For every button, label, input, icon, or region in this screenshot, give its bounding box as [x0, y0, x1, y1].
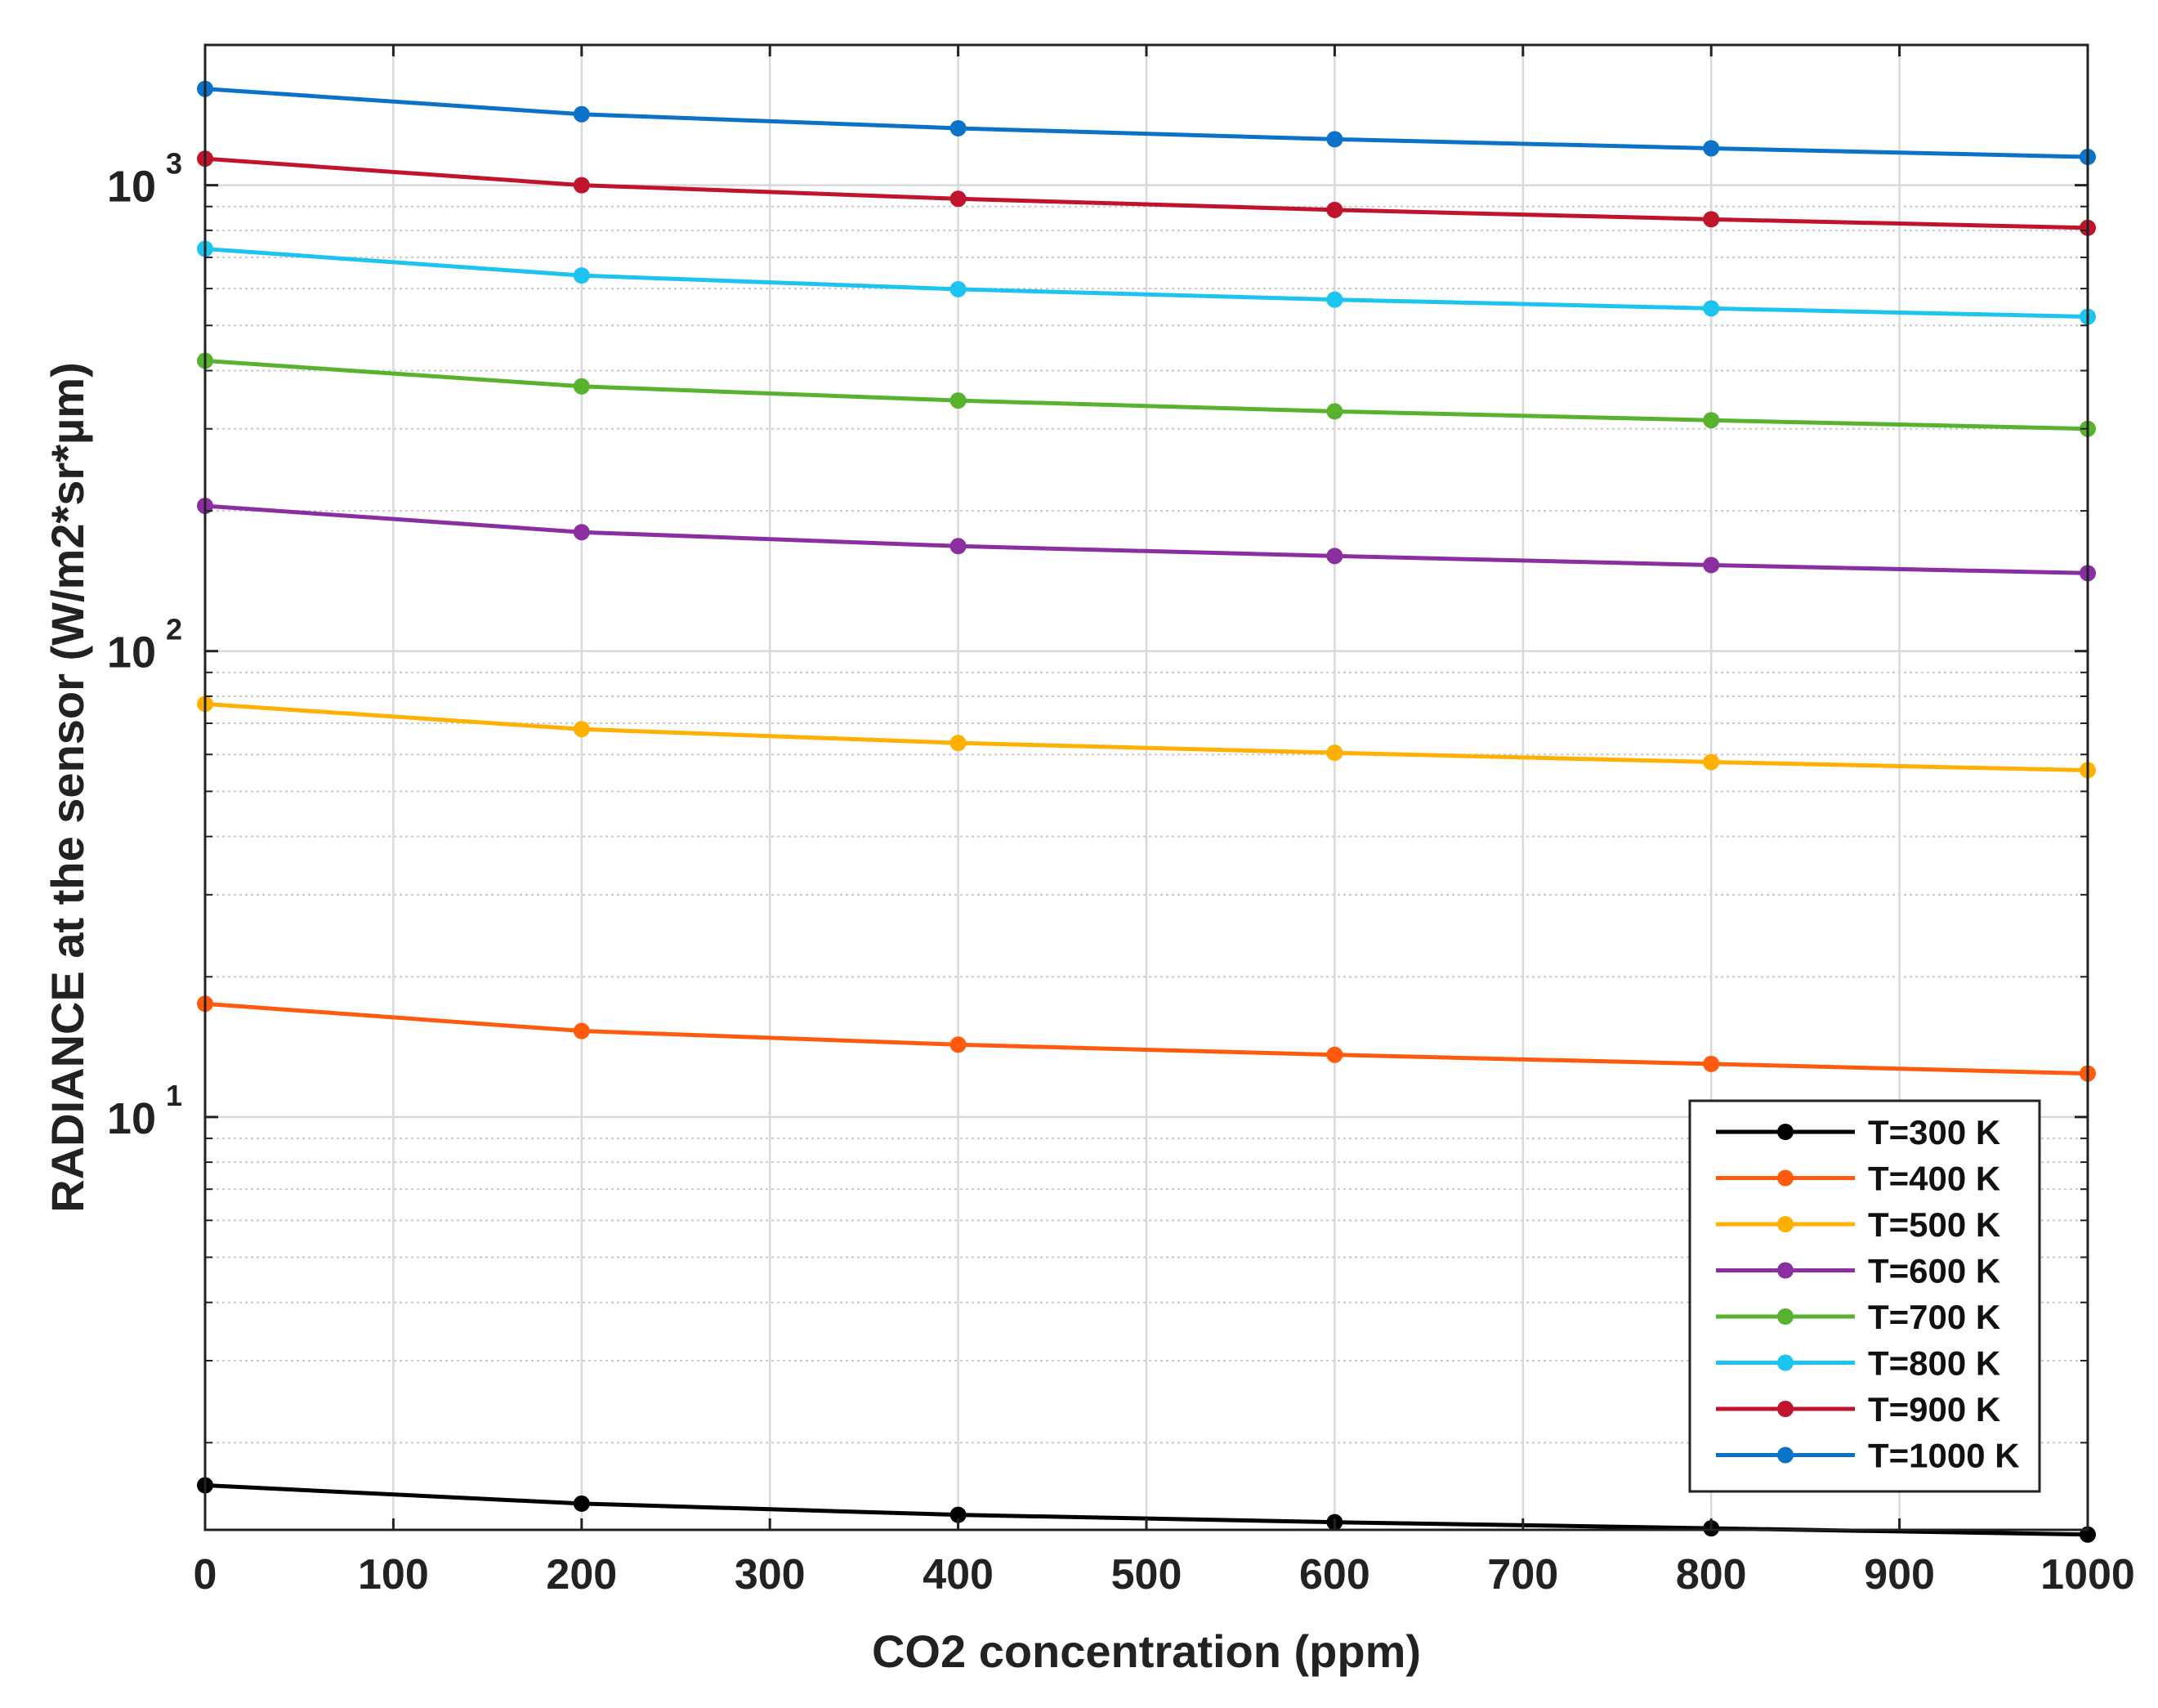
data-point — [949, 280, 967, 297]
legend-swatch-marker — [1777, 1401, 1794, 1417]
data-point — [949, 190, 967, 208]
series-line — [204, 1001, 2089, 1076]
series-t-400-k — [197, 995, 2096, 1082]
data-point — [1703, 412, 1720, 429]
legend-swatch-marker — [1777, 1446, 1794, 1464]
x-tick-label: 800 — [1676, 1551, 1747, 1598]
x-tick-label: 900 — [1864, 1551, 1935, 1598]
legend-swatch-marker — [1777, 1124, 1794, 1140]
data-point — [1703, 300, 1720, 317]
series-t-500-k — [197, 695, 2096, 779]
legend-label: T=900 K — [1868, 1390, 2000, 1429]
x-tick-label: 200 — [546, 1551, 617, 1598]
legend-label: T=1000 K — [1868, 1437, 2020, 1475]
data-point — [1703, 1055, 1720, 1072]
data-point — [949, 392, 967, 409]
data-point — [1703, 211, 1720, 228]
data-point — [573, 177, 590, 194]
y-tick-exponent: 1 — [166, 1079, 182, 1112]
data-point — [573, 721, 590, 738]
data-point — [1326, 201, 1343, 218]
x-tick-label: 400 — [923, 1551, 994, 1598]
data-point — [949, 1036, 967, 1053]
data-point — [1326, 403, 1343, 420]
x-tick-label: 600 — [1299, 1551, 1370, 1598]
x-axis-title: CO2 concentration (ppm) — [872, 1625, 1421, 1677]
data-point — [573, 1022, 590, 1040]
legend-swatch-marker — [1777, 1308, 1794, 1325]
y-tick-exponent: 2 — [166, 613, 182, 646]
y-tick-label: 10 — [107, 628, 156, 677]
series-line — [204, 358, 2089, 431]
data-point — [573, 524, 590, 541]
data-point — [573, 267, 590, 284]
x-tick-label: 500 — [1111, 1551, 1182, 1598]
data-point — [949, 1506, 967, 1523]
data-point — [1326, 548, 1343, 565]
series-line — [204, 87, 2089, 159]
x-tick-label: 0 — [194, 1551, 217, 1598]
legend-label: T=700 K — [1868, 1298, 2000, 1336]
legend-label: T=500 K — [1868, 1205, 2000, 1244]
x-tick-label: 300 — [735, 1551, 806, 1598]
legend-swatch-marker — [1777, 1216, 1794, 1232]
series-t-900-k — [197, 150, 2096, 236]
y-tick-label: 10 — [107, 1094, 156, 1143]
legend-label: T=800 K — [1868, 1344, 2000, 1383]
series-line — [204, 701, 2089, 773]
data-point — [573, 1495, 590, 1512]
data-point — [1326, 744, 1343, 762]
data-point — [949, 538, 967, 555]
data-point — [1326, 131, 1343, 148]
x-tick-label: 1000 — [2040, 1551, 2135, 1598]
legend-label: T=400 K — [1868, 1160, 2000, 1198]
legend-label: T=300 K — [1868, 1113, 2000, 1151]
series-t-800-k — [197, 240, 2096, 325]
data-point — [1326, 1046, 1343, 1063]
data-point — [1703, 557, 1720, 574]
series-line — [204, 156, 2089, 230]
legend-swatch-marker — [1777, 1262, 1794, 1279]
series-t-700-k — [197, 352, 2096, 437]
legend: T=300 K T=400 K T=500 K T=600 K T=700 K T=800… — [1688, 1099, 2041, 1493]
data-point — [949, 735, 967, 752]
data-point — [1703, 140, 1720, 157]
y-tick-label: 10 — [107, 163, 156, 212]
legend-swatch-marker — [1777, 1169, 1794, 1187]
series-t-600-k — [197, 497, 2096, 582]
x-tick-label: 700 — [1487, 1551, 1558, 1598]
data-point — [573, 105, 590, 123]
y-tick-exponent: 3 — [166, 147, 182, 181]
data-point — [573, 378, 590, 395]
data-point — [1703, 753, 1720, 771]
series-line — [204, 247, 2089, 320]
y-axis-title: RADIANCE at the sensor (W/m2*sr*µm) — [42, 362, 93, 1212]
x-tick-label: 100 — [358, 1551, 429, 1598]
series-line — [204, 503, 2089, 575]
data-point — [1326, 291, 1343, 308]
legend-swatch-marker — [1777, 1354, 1794, 1371]
legend-box — [1688, 1099, 2041, 1493]
data-point — [949, 119, 967, 136]
axis-ticks: 0 100 200 300 400 500 600 700 800 900 1000 10 1 10 2 10… — [107, 44, 2135, 1598]
legend-label: T=600 K — [1868, 1252, 2000, 1290]
